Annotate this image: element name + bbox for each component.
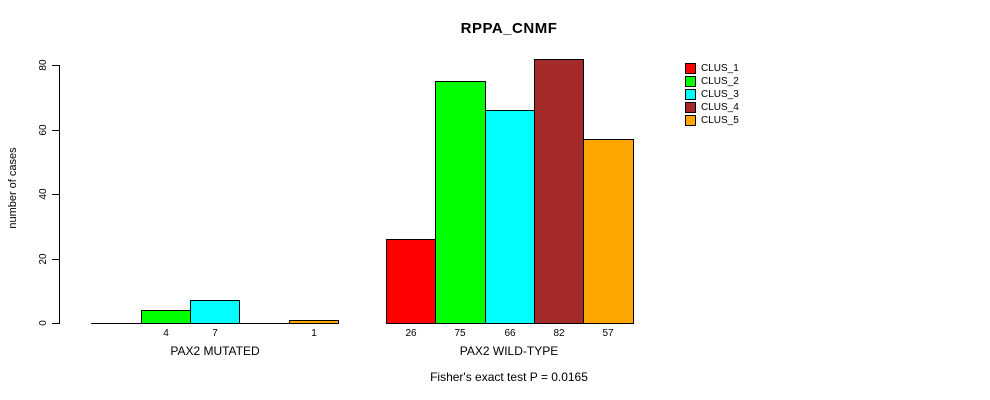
y-tick-mark [52,65,59,66]
y-tick-mark [52,194,59,195]
y-tick-mark [52,130,59,131]
legend-swatch-clus_3 [685,89,696,100]
y-axis-line [59,65,60,324]
bar-value-label: 66 [504,328,516,339]
y-tick-label: 40 [38,188,49,200]
bar-clus_2 [435,81,486,324]
subtitle-text: Fisher's exact test P = 0.0165 [430,370,588,384]
bar-value-label: 82 [553,328,565,339]
bar-clus_4 [534,59,584,324]
bar-value-label: 4 [163,328,169,339]
bar-clus_2 [141,310,191,324]
legend-label-clus_5: CLUS_5 [701,115,739,126]
legend-swatch-clus_2 [685,76,696,87]
chart-title: RPPA_CNMF [460,20,558,37]
legend-swatch-clus_5 [685,115,696,126]
legend-swatch-clus_4 [685,102,696,113]
y-tick-label: 80 [38,59,49,71]
bar-value-label: 75 [454,328,466,339]
bar-clus_1 [386,239,436,324]
legend-swatch-clus_1 [685,63,696,74]
bar-value-label: 57 [602,328,614,339]
bar-clus_3 [485,110,535,324]
bar-clus_3 [190,300,240,324]
y-tick-label: 0 [38,320,49,326]
legend-label-clus_3: CLUS_3 [701,89,739,100]
legend-label-clus_1: CLUS_1 [701,63,739,74]
bar-clus_5 [289,320,339,324]
category-label: PAX2 MUTATED [170,344,260,358]
bar-value-label: 1 [311,328,317,339]
bar-clus_5 [583,139,634,324]
legend-label-clus_4: CLUS_4 [701,102,739,113]
legend-label-clus_2: CLUS_2 [701,76,739,87]
y-tick-mark [52,259,59,260]
y-tick-label: 60 [38,124,49,136]
bar-value-label: 7 [212,328,218,339]
y-tick-label: 20 [38,253,49,265]
category-label: PAX2 WILD-TYPE [459,344,559,358]
y-axis-label: number of cases [7,147,19,229]
y-tick-mark [52,323,59,324]
bar-value-label: 26 [405,328,417,339]
